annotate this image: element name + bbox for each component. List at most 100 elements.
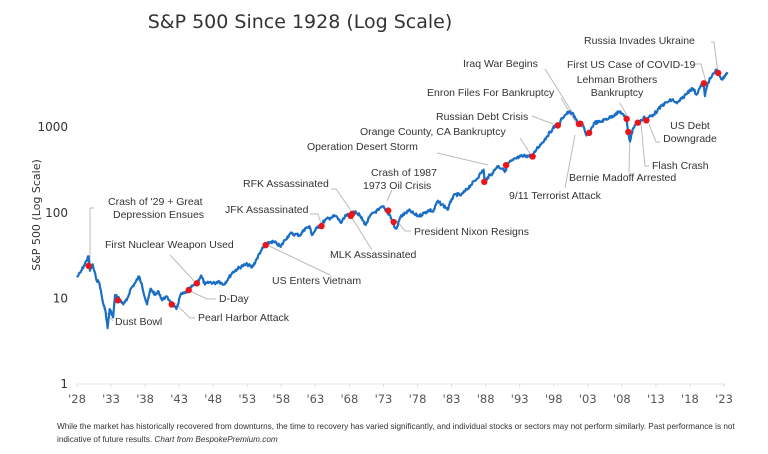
annotation-label: First Nuclear Weapon Used (105, 239, 234, 251)
annotation-leader (169, 254, 196, 283)
annotation-label: D-Day (219, 293, 250, 305)
x-tick-label: '83 (443, 392, 461, 406)
annotation-label: Crash of '29 + Great (108, 196, 203, 208)
event-marker (262, 241, 269, 249)
annotation-label: Crash of 1987 (371, 167, 437, 179)
event-marker (585, 129, 593, 137)
annotation-label: 1973 Oil Crisis (363, 180, 431, 192)
annotation-label: Operation Desert Storm (307, 141, 418, 153)
annotation-label: Orange County, CA Bankruptcy (360, 126, 506, 138)
event-marker (643, 117, 650, 124)
x-tick-label: '98 (545, 392, 563, 406)
event-marker (481, 178, 488, 186)
x-tick-label: '78 (409, 392, 427, 406)
footnote-text: While the market has historically recove… (57, 422, 735, 444)
annotation-label: MLK Assassinated (330, 249, 417, 261)
x-tick-label: '18 (681, 392, 699, 406)
x-tick-label: '93 (511, 392, 529, 406)
y-tick-label: 100 (45, 206, 68, 220)
x-tick-label: '38 (136, 392, 154, 406)
x-tick-label: '23 (715, 392, 733, 406)
annotation-leader (694, 63, 707, 83)
annotation-label: Flash Crash (652, 160, 709, 172)
event-markers (85, 69, 722, 308)
annotation-label-line2: Downgrade (663, 133, 717, 145)
event-marker (623, 115, 630, 123)
x-tick-label: '73 (375, 392, 393, 406)
event-marker (385, 207, 392, 214)
event-marker (529, 153, 536, 160)
event-marker (390, 218, 397, 226)
annotation-label: Dust Bowl (115, 316, 162, 328)
event-marker (347, 212, 354, 220)
annotation-label: US Debt (670, 120, 710, 132)
x-tick-label: '03 (579, 392, 597, 406)
x-tick-label: '33 (102, 392, 120, 406)
annotation-leader (349, 214, 373, 251)
y-tick-label: 1000 (37, 120, 68, 134)
annotation-leader (310, 213, 323, 228)
annotation-label: Russian Debt Crisis (436, 111, 528, 123)
annotation-leader (519, 137, 532, 156)
annotation-label: Bernie Madoff Arrested (569, 172, 676, 184)
annotation-label: Enron Files For Bankruptcy (427, 87, 555, 99)
event-marker (193, 280, 201, 287)
annotation-label-line2: Depression Ensues (113, 209, 204, 221)
annotation-label: Russia Invades Ukraine (584, 35, 695, 47)
annotation-label: US Enters Vietnam (272, 275, 361, 287)
annotation-leader (648, 123, 660, 143)
event-marker (168, 301, 175, 308)
y-tick-label: 10 (53, 291, 68, 305)
annotation-leader (640, 123, 649, 167)
event-marker (318, 222, 325, 230)
sp500-line (76, 68, 729, 330)
x-tick-label: '68 (341, 392, 359, 406)
footnote-source: Chart from BespokePremium.com (154, 435, 278, 444)
annotation-label: JFK Assassinated (225, 204, 309, 216)
event-marker (554, 122, 562, 129)
x-tick-label: '08 (613, 392, 631, 406)
annotation-leader (711, 41, 719, 74)
annotation-label: President Nixon Resigns (414, 226, 529, 238)
annotation-leader (436, 152, 489, 166)
event-marker (715, 69, 722, 77)
annotation-leader (396, 220, 411, 232)
annotation-leader (564, 134, 576, 189)
event-marker (114, 297, 122, 304)
x-axis-ticks: '28 '33 '38 '43 '48 '53 '58 '63 '68 '73 '78 '83 '88 '… (68, 384, 733, 406)
annotation-leader (331, 188, 353, 213)
event-marker (85, 262, 92, 270)
annotation-label: Iraq War Begins (463, 58, 538, 70)
annotation-leader (174, 302, 195, 319)
x-tick-label: '28 (68, 392, 86, 406)
y-axis-label: S&P 500 (Log Scale) (30, 159, 43, 271)
event-marker (575, 120, 583, 128)
annotation-leader (89, 207, 94, 265)
event-marker (502, 161, 510, 169)
footnote: While the market has historically recove… (57, 420, 757, 446)
annotation-label-line2: Bankruptcy (591, 87, 644, 99)
annotation-label: RFK Assassinated (243, 178, 329, 190)
x-tick-label: '63 (306, 392, 324, 406)
x-tick-label: '13 (647, 392, 665, 406)
x-tick-label: '58 (272, 392, 290, 406)
event-marker (634, 119, 642, 126)
chart-title: S&P 500 Since 1928 (Log Scale) (148, 11, 453, 33)
event-marker (185, 286, 192, 294)
x-tick-label: '43 (170, 392, 188, 406)
annotation-label: Lehman Brothers (577, 74, 658, 86)
annotation-label: Pearl Harbor Attack (198, 312, 290, 324)
event-marker (625, 128, 632, 136)
x-tick-label: '48 (204, 392, 222, 406)
y-tick-label: 1 (60, 377, 68, 391)
y-axis-ticks: 1 10 100 1000 (37, 120, 68, 391)
event-marker (700, 80, 708, 87)
annotation-label: First US Case of COVID-19 (567, 59, 696, 71)
x-tick-label: '88 (477, 392, 495, 406)
annotation-leader (531, 115, 554, 125)
annotation-label: 9/11 Terrorist Attack (509, 190, 602, 202)
annotation-leader (189, 290, 216, 300)
annotation-leader (386, 189, 393, 202)
